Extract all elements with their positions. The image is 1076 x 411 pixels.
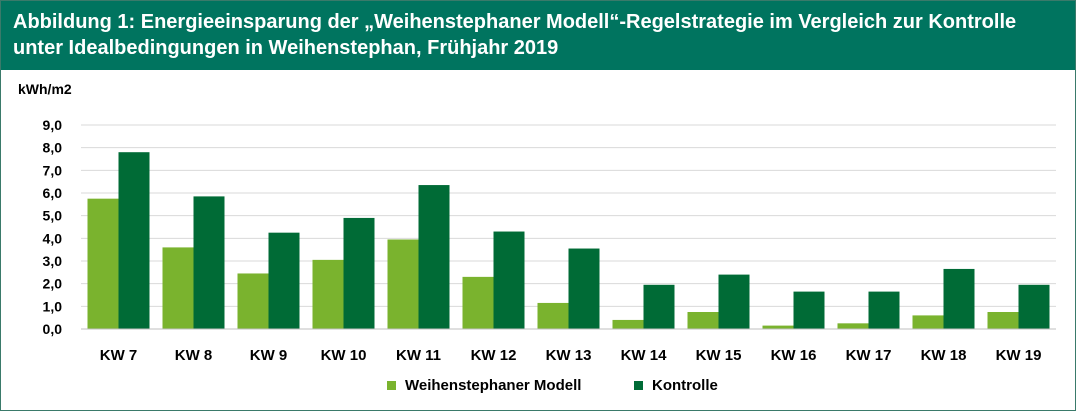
y-tick-label: 3,0	[43, 253, 63, 269]
bar-kontrolle	[493, 231, 525, 329]
bar-kontrolle	[868, 291, 900, 329]
bar-kontrolle	[793, 291, 825, 329]
x-tick-label: KW 8	[175, 347, 213, 364]
bar-kontrolle	[268, 232, 300, 329]
legend-item-weihenstephaner-modell: Weihenstephaner Modell	[387, 377, 581, 394]
legend-swatch-weihenstephaner-modell	[387, 381, 396, 390]
x-tick-label: KW 19	[996, 347, 1042, 364]
x-tick-label: KW 16	[771, 347, 817, 364]
y-tick-label: 9,0	[43, 117, 63, 133]
x-tick-label: KW 10	[321, 347, 367, 364]
y-tick-label: 8,0	[43, 140, 63, 156]
x-tick-label: KW 7	[100, 347, 138, 364]
y-axis-unit-label: kWh/m2	[18, 81, 72, 97]
bar-weihenstephaner-modell	[462, 276, 494, 329]
bar-weihenstephaner-modell	[987, 312, 1019, 329]
bar-weihenstephaner-modell	[687, 312, 719, 329]
bar-kontrolle	[568, 248, 600, 329]
y-tick-label: 2,0	[43, 276, 63, 292]
x-tick-label: KW 12	[471, 347, 517, 364]
bar-weihenstephaner-modell	[312, 259, 344, 329]
bar-weihenstephaner-modell	[762, 325, 794, 329]
title-bar: Abbildung 1: Energieeinsparung der „Weih…	[1, 1, 1075, 70]
x-tick-label: KW 11	[396, 347, 441, 364]
bar-weihenstephaner-modell	[837, 323, 869, 329]
x-tick-label: KW 13	[546, 347, 592, 364]
legend-item-kontrolle: Kontrolle	[634, 377, 718, 394]
bar-weihenstephaner-modell	[912, 315, 944, 329]
legend-label-kontrolle: Kontrolle	[652, 377, 718, 394]
y-tick-label: 0,0	[43, 321, 63, 337]
bar-weihenstephaner-modell	[237, 273, 269, 329]
y-tick-label: 4,0	[43, 230, 63, 246]
bar-kontrolle	[718, 274, 750, 329]
chart-legend: Weihenstephaner Modell Kontrolle	[1, 377, 1075, 397]
bar-kontrolle	[418, 185, 450, 329]
bar-kontrolle	[193, 196, 225, 329]
bar-kontrolle	[943, 268, 975, 329]
bar-weihenstephaner-modell	[612, 319, 644, 329]
y-tick-label: 7,0	[43, 162, 63, 178]
x-tick-label: KW 14	[621, 347, 668, 364]
y-tick-label: 1,0	[43, 298, 63, 314]
bar-kontrolle	[643, 284, 675, 329]
legend-swatch-kontrolle	[634, 381, 643, 390]
x-tick-label: KW 17	[846, 347, 892, 364]
bar-weihenstephaner-modell	[537, 302, 569, 329]
legend-label-weihenstephaner-modell: Weihenstephaner Modell	[405, 377, 582, 394]
x-tick-label: KW 9	[250, 347, 288, 364]
x-tick-label: KW 15	[696, 347, 742, 364]
bar-weihenstephaner-modell	[162, 247, 194, 329]
bar-kontrolle	[118, 152, 150, 329]
chart-title: Abbildung 1: Energieeinsparung der „Weih…	[13, 11, 1017, 59]
y-tick-label: 5,0	[43, 208, 63, 224]
bar-kontrolle	[1018, 284, 1050, 329]
bar-weihenstephaner-modell	[387, 239, 419, 329]
x-tick-label: KW 18	[921, 347, 967, 364]
y-tick-label: 6,0	[43, 185, 63, 201]
bar-weihenstephaner-modell	[87, 198, 119, 329]
bar-kontrolle	[343, 217, 375, 329]
